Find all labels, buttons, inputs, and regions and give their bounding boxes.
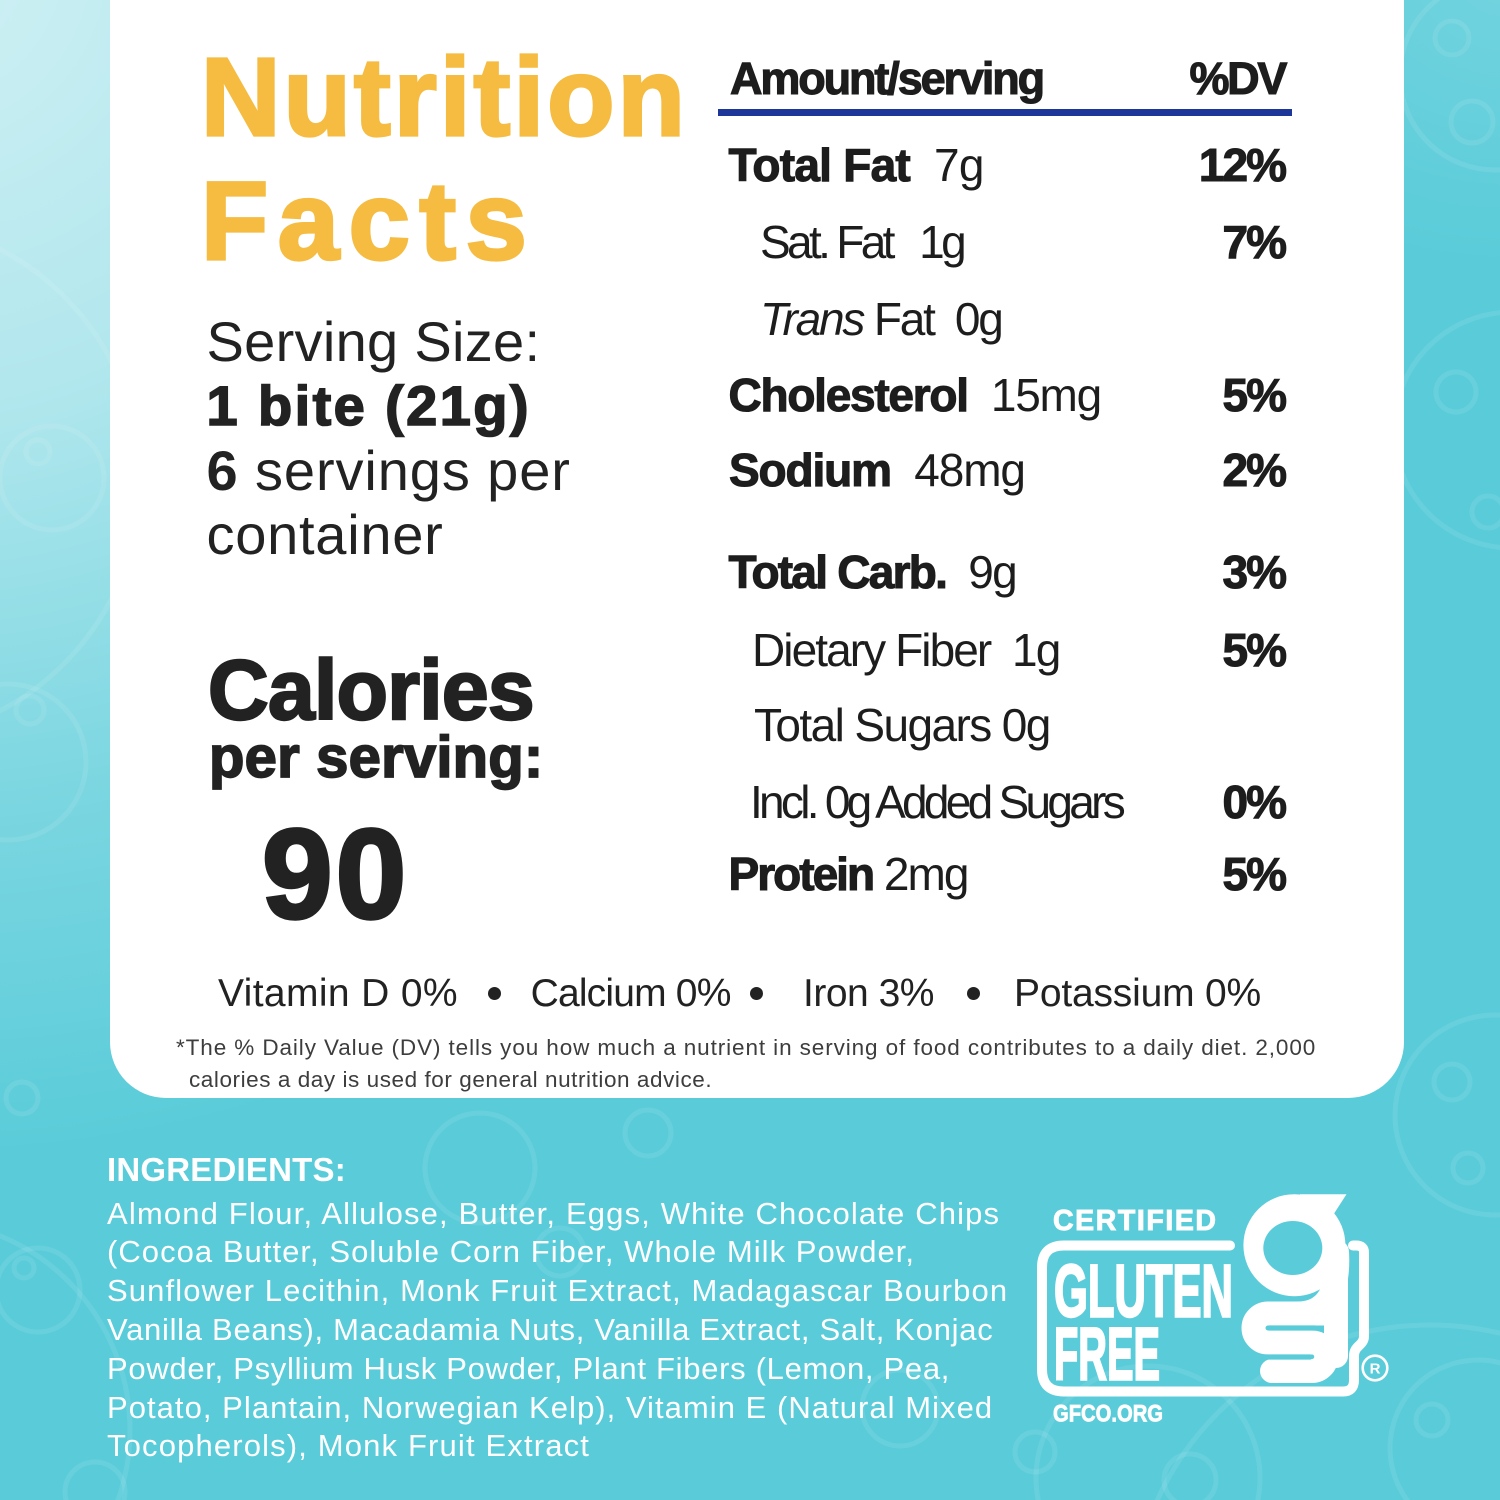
svg-text:GLUTEN: GLUTEN — [1054, 1249, 1233, 1332]
svg-text:CERTIFIED: CERTIFIED — [1053, 1205, 1216, 1237]
svg-text:FREE: FREE — [1054, 1313, 1160, 1396]
svg-text:GFCO.ORG: GFCO.ORG — [1053, 1401, 1163, 1428]
svg-text:R: R — [1370, 1361, 1381, 1378]
